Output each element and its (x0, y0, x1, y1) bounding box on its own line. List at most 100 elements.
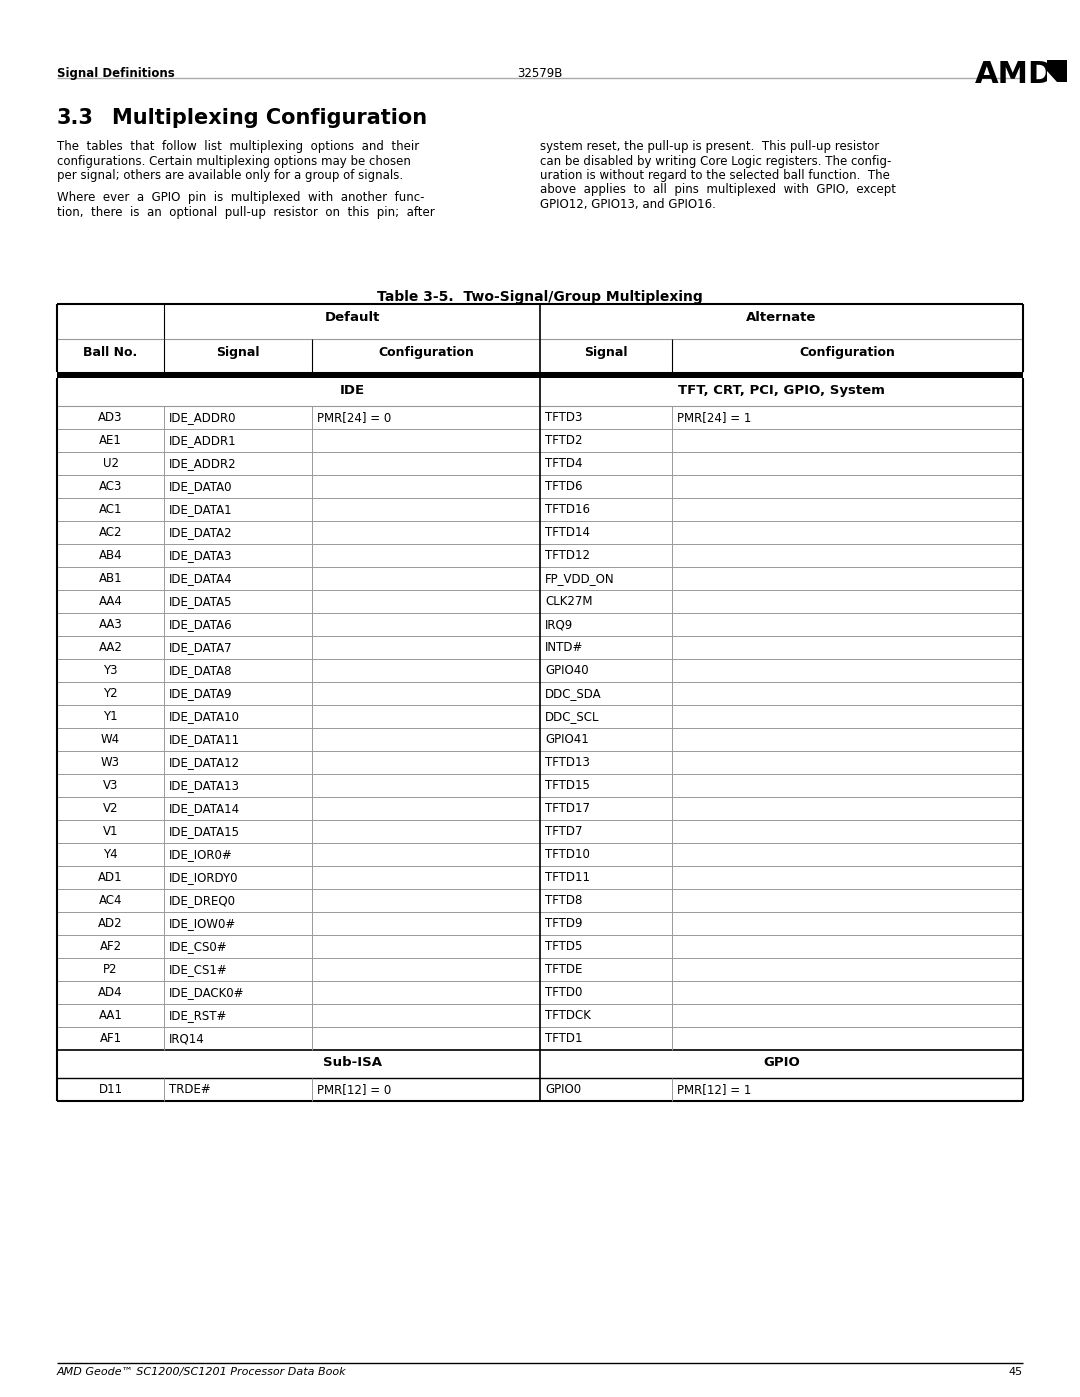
Text: AF1: AF1 (99, 1032, 122, 1045)
Text: Signal: Signal (216, 346, 260, 359)
Text: Signal: Signal (584, 346, 627, 359)
Text: AA2: AA2 (98, 641, 122, 654)
Text: IDE_ADDR0: IDE_ADDR0 (168, 411, 237, 425)
Bar (1047, 60, 1067, 82)
Text: AC3: AC3 (98, 481, 122, 493)
Text: IDE_ADDR1: IDE_ADDR1 (168, 434, 237, 447)
Text: IDE_CS0#: IDE_CS0# (168, 940, 228, 953)
Text: IDE_DATA6: IDE_DATA6 (168, 617, 232, 631)
Text: GPIO: GPIO (764, 1056, 800, 1069)
Text: PMR[24] = 0: PMR[24] = 0 (318, 411, 391, 425)
Text: IDE_DATA3: IDE_DATA3 (168, 549, 232, 562)
Text: GPIO12, GPIO13, and GPIO16.: GPIO12, GPIO13, and GPIO16. (540, 198, 716, 211)
Text: TFTD15: TFTD15 (545, 780, 590, 792)
Text: system reset, the pull-up is present.  This pull-up resistor: system reset, the pull-up is present. Th… (540, 140, 879, 154)
Text: TFTD9: TFTD9 (545, 916, 582, 930)
Text: AC1: AC1 (98, 503, 122, 515)
Text: AA1: AA1 (98, 1009, 122, 1023)
Text: PMR[12] = 0: PMR[12] = 0 (318, 1083, 391, 1097)
Text: AD1: AD1 (98, 870, 123, 884)
Text: TFTDE: TFTDE (545, 963, 582, 977)
Text: AF2: AF2 (99, 940, 122, 953)
Text: TFTD16: TFTD16 (545, 503, 590, 515)
Text: IDE_DATA4: IDE_DATA4 (168, 571, 232, 585)
Text: INTD#: INTD# (545, 641, 583, 654)
Text: GPIO0: GPIO0 (545, 1083, 581, 1097)
Text: AE1: AE1 (99, 434, 122, 447)
Text: PMR[24] = 1: PMR[24] = 1 (677, 411, 752, 425)
Text: IDE_DATA1: IDE_DATA1 (168, 503, 232, 515)
Text: TFTD4: TFTD4 (545, 457, 582, 469)
Text: IDE_IOR0#: IDE_IOR0# (168, 848, 233, 861)
Text: uration is without regard to the selected ball function.  The: uration is without regard to the selecte… (540, 169, 890, 182)
Text: IDE: IDE (339, 384, 365, 397)
Text: Y2: Y2 (104, 687, 118, 700)
Text: configurations. Certain multiplexing options may be chosen: configurations. Certain multiplexing opt… (57, 155, 410, 168)
Text: AD2: AD2 (98, 916, 123, 930)
Text: TFTD12: TFTD12 (545, 549, 590, 562)
Text: IDE_DATA5: IDE_DATA5 (168, 595, 232, 608)
Text: V1: V1 (103, 826, 118, 838)
Text: TFTD10: TFTD10 (545, 848, 590, 861)
Text: AB1: AB1 (98, 571, 122, 585)
Text: Y3: Y3 (104, 664, 118, 678)
Text: IRQ14: IRQ14 (168, 1032, 205, 1045)
Text: tion,  there  is  an  optional  pull-up  resistor  on  this  pin;  after: tion, there is an optional pull-up resis… (57, 205, 435, 219)
Text: TFTD7: TFTD7 (545, 826, 582, 838)
Text: TFTD2: TFTD2 (545, 434, 582, 447)
Text: IDE_RST#: IDE_RST# (168, 1009, 228, 1023)
Text: Ball No.: Ball No. (83, 346, 137, 359)
Text: IDE_IOW0#: IDE_IOW0# (168, 916, 237, 930)
Text: AD4: AD4 (98, 986, 123, 999)
Text: AA3: AA3 (98, 617, 122, 631)
Text: PMR[12] = 1: PMR[12] = 1 (677, 1083, 752, 1097)
Text: GPIO41: GPIO41 (545, 733, 589, 746)
Text: P2: P2 (104, 963, 118, 977)
Text: IRQ9: IRQ9 (545, 617, 573, 631)
Text: TRDE#: TRDE# (168, 1083, 211, 1097)
Text: V3: V3 (103, 780, 118, 792)
Text: Table 3-5.  Two-Signal/Group Multiplexing: Table 3-5. Two-Signal/Group Multiplexing (377, 291, 703, 305)
Text: IDE_ADDR2: IDE_ADDR2 (168, 457, 237, 469)
Text: Alternate: Alternate (746, 312, 816, 324)
Text: TFTD5: TFTD5 (545, 940, 582, 953)
Text: FP_VDD_ON: FP_VDD_ON (545, 571, 615, 585)
Text: IDE_DACK0#: IDE_DACK0# (168, 986, 244, 999)
Text: AD3: AD3 (98, 411, 123, 425)
Text: 3.3: 3.3 (57, 108, 94, 129)
Text: Signal Definitions: Signal Definitions (57, 67, 175, 80)
Text: IDE_DATA12: IDE_DATA12 (168, 756, 240, 768)
Text: IDE_DREQ0: IDE_DREQ0 (168, 894, 237, 907)
Text: IDE_CS1#: IDE_CS1# (168, 963, 228, 977)
Text: V2: V2 (103, 802, 118, 814)
Text: IDE_DATA8: IDE_DATA8 (168, 664, 232, 678)
Text: Y1: Y1 (104, 710, 118, 724)
Text: W3: W3 (102, 756, 120, 768)
Text: Multiplexing Configuration: Multiplexing Configuration (112, 108, 427, 129)
Text: D11: D11 (98, 1083, 122, 1097)
Text: IDE_DATA15: IDE_DATA15 (168, 826, 240, 838)
Text: AC4: AC4 (98, 894, 122, 907)
Text: AB4: AB4 (98, 549, 122, 562)
Text: IDE_DATA0: IDE_DATA0 (168, 481, 232, 493)
Text: Default: Default (324, 312, 380, 324)
Text: DDC_SCL: DDC_SCL (545, 710, 599, 724)
Text: TFT, CRT, PCI, GPIO, System: TFT, CRT, PCI, GPIO, System (678, 384, 885, 397)
Text: Y4: Y4 (104, 848, 118, 861)
Text: W4: W4 (100, 733, 120, 746)
Text: TFTD17: TFTD17 (545, 802, 590, 814)
Text: AC2: AC2 (98, 527, 122, 539)
Text: AMD: AMD (975, 60, 1054, 89)
Text: Configuration: Configuration (378, 346, 474, 359)
Text: IDE_DATA14: IDE_DATA14 (168, 802, 240, 814)
Text: DDC_SDA: DDC_SDA (545, 687, 602, 700)
Text: IDE_DATA13: IDE_DATA13 (168, 780, 240, 792)
Text: TFTDCK: TFTDCK (545, 1009, 591, 1023)
Polygon shape (1047, 71, 1057, 82)
Text: TFTD6: TFTD6 (545, 481, 582, 493)
Text: IDE_IORDY0: IDE_IORDY0 (168, 870, 239, 884)
Text: GPIO40: GPIO40 (545, 664, 589, 678)
Text: CLK27M: CLK27M (545, 595, 593, 608)
Text: AA4: AA4 (98, 595, 122, 608)
Text: per signal; others are available only for a group of signals.: per signal; others are available only fo… (57, 169, 403, 182)
